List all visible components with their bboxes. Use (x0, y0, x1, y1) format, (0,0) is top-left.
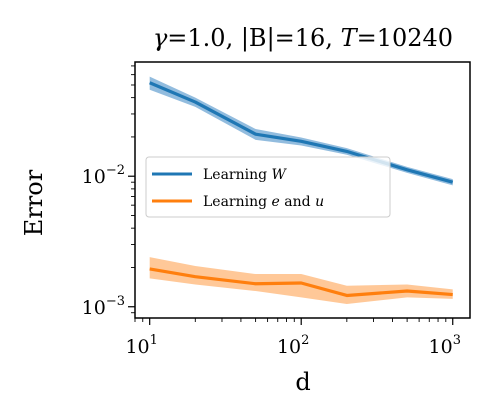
band-series-1 (149, 257, 453, 304)
legend-entry-part-learning: Learning (203, 194, 272, 210)
legend-entry-part-and: and (280, 194, 315, 210)
title-gamma-value: =1.0, (167, 24, 241, 52)
x-tick-label: 103 (429, 333, 461, 358)
line-series-1 (149, 267, 453, 298)
y-tick-label: 10−2 (82, 163, 125, 188)
title-t-symbol: T (341, 24, 359, 52)
title-t-value: =10240 (357, 24, 453, 52)
legend-box (145, 156, 391, 218)
legend: Learning W Learning e and u (145, 156, 391, 218)
legend-entry-learning-e-and-u: Learning e and u (203, 194, 324, 210)
x-tick-label: 102 (277, 333, 309, 358)
legend-entry-learning-w: Learning W (203, 167, 288, 183)
legend-entry-learning-w-text: Learning (203, 167, 272, 183)
legend-entry-part-u: u (315, 194, 324, 210)
y-axis-ticks: 10−3 10−2 (82, 65, 135, 319)
y-axis-label: Error (20, 169, 48, 236)
series-lines (149, 81, 454, 298)
title-gamma-symbol: γ (153, 24, 168, 52)
y-tick-label: 10−3 (82, 294, 125, 319)
chart-title: γ=1.0, |B|=16, T=10240 (153, 24, 453, 53)
title-b-value: =16, (275, 24, 341, 52)
x-axis-label: d (295, 368, 310, 396)
plot-frame (134, 61, 471, 319)
x-tick-label: 101 (125, 333, 157, 358)
legend-entry-part-e: e (272, 194, 280, 210)
x-axis-ticks: 101 102 103 (125, 318, 461, 358)
title-b-text: |B| (241, 24, 275, 53)
line-series-0 (149, 81, 454, 184)
legend-entry-learning-w-symbol: W (272, 167, 288, 183)
